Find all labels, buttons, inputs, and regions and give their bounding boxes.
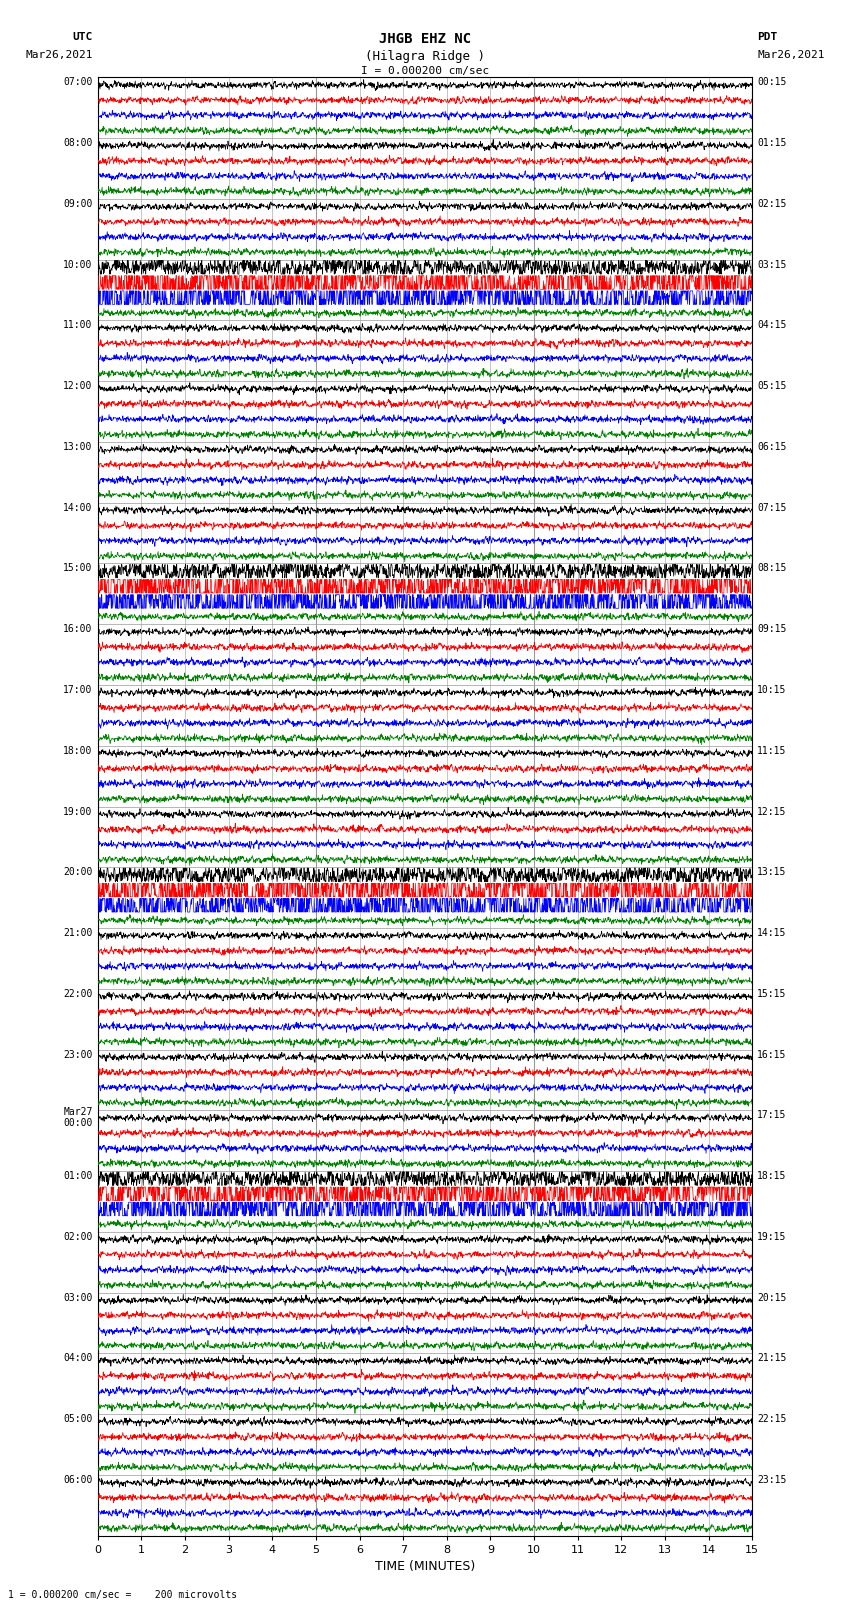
Text: 21:00: 21:00 <box>63 927 93 939</box>
Text: 06:00: 06:00 <box>63 1474 93 1486</box>
Text: 14:00: 14:00 <box>63 503 93 513</box>
Text: 07:15: 07:15 <box>757 503 787 513</box>
Text: 06:15: 06:15 <box>757 442 787 452</box>
Text: 08:00: 08:00 <box>63 139 93 148</box>
Text: 23:15: 23:15 <box>757 1474 787 1486</box>
Text: 03:00: 03:00 <box>63 1292 93 1303</box>
Text: 15:00: 15:00 <box>63 563 93 574</box>
Text: 19:15: 19:15 <box>757 1232 787 1242</box>
Text: 09:15: 09:15 <box>757 624 787 634</box>
Text: 00:00: 00:00 <box>63 1118 93 1129</box>
Text: Mar27: Mar27 <box>63 1107 93 1118</box>
Text: 1 = 0.000200 cm/sec =    200 microvolts: 1 = 0.000200 cm/sec = 200 microvolts <box>8 1590 238 1600</box>
Text: 11:00: 11:00 <box>63 321 93 331</box>
Text: JHGB EHZ NC: JHGB EHZ NC <box>379 32 471 47</box>
Text: 05:00: 05:00 <box>63 1415 93 1424</box>
Text: 02:15: 02:15 <box>757 198 787 210</box>
Text: 20:00: 20:00 <box>63 868 93 877</box>
Text: 17:15: 17:15 <box>757 1110 787 1121</box>
Text: 00:15: 00:15 <box>757 77 787 87</box>
Text: 11:15: 11:15 <box>757 745 787 756</box>
Text: 01:00: 01:00 <box>63 1171 93 1181</box>
Text: (Hilagra Ridge ): (Hilagra Ridge ) <box>365 50 485 63</box>
Text: 01:15: 01:15 <box>757 139 787 148</box>
Text: 15:15: 15:15 <box>757 989 787 998</box>
Text: 14:15: 14:15 <box>757 927 787 939</box>
Text: 03:15: 03:15 <box>757 260 787 269</box>
Text: UTC: UTC <box>72 32 93 42</box>
Text: 12:00: 12:00 <box>63 381 93 392</box>
Text: 08:15: 08:15 <box>757 563 787 574</box>
Text: 12:15: 12:15 <box>757 806 787 816</box>
Text: 16:15: 16:15 <box>757 1050 787 1060</box>
Text: 23:00: 23:00 <box>63 1050 93 1060</box>
Text: PDT: PDT <box>757 32 778 42</box>
Text: 04:15: 04:15 <box>757 321 787 331</box>
Text: 19:00: 19:00 <box>63 806 93 816</box>
Text: 18:15: 18:15 <box>757 1171 787 1181</box>
Text: 20:15: 20:15 <box>757 1292 787 1303</box>
Text: 17:00: 17:00 <box>63 686 93 695</box>
Text: Mar26,2021: Mar26,2021 <box>26 50 93 60</box>
Text: 04:00: 04:00 <box>63 1353 93 1363</box>
Text: 13:15: 13:15 <box>757 868 787 877</box>
Text: 05:15: 05:15 <box>757 381 787 392</box>
Text: 21:15: 21:15 <box>757 1353 787 1363</box>
Text: 09:00: 09:00 <box>63 198 93 210</box>
Text: 22:15: 22:15 <box>757 1415 787 1424</box>
Text: 18:00: 18:00 <box>63 745 93 756</box>
Text: I = 0.000200 cm/sec: I = 0.000200 cm/sec <box>361 66 489 76</box>
Text: 02:00: 02:00 <box>63 1232 93 1242</box>
Text: 10:15: 10:15 <box>757 686 787 695</box>
Text: 22:00: 22:00 <box>63 989 93 998</box>
Text: 07:00: 07:00 <box>63 77 93 87</box>
Text: Mar26,2021: Mar26,2021 <box>757 50 824 60</box>
Text: 13:00: 13:00 <box>63 442 93 452</box>
Text: 10:00: 10:00 <box>63 260 93 269</box>
X-axis label: TIME (MINUTES): TIME (MINUTES) <box>375 1560 475 1573</box>
Text: 16:00: 16:00 <box>63 624 93 634</box>
